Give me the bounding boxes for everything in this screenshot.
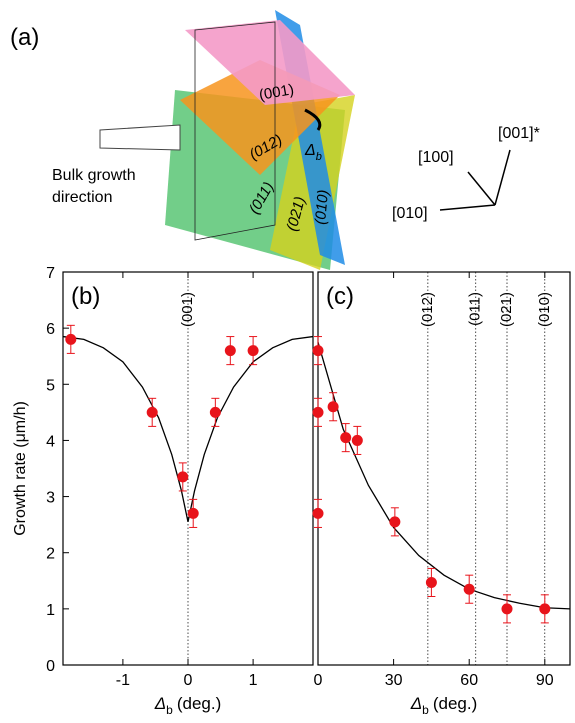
data-point bbox=[426, 577, 437, 588]
y-tick-label: 7 bbox=[46, 265, 55, 282]
fit-curve bbox=[318, 342, 570, 609]
y-tick-label: 0 bbox=[46, 658, 55, 675]
x-tick-label: 90 bbox=[536, 672, 554, 689]
plane-label: (010) bbox=[312, 189, 332, 225]
y-tick-label: 3 bbox=[46, 490, 55, 507]
y-tick-label: 1 bbox=[46, 602, 55, 619]
data-point bbox=[352, 435, 363, 446]
marker-label: (021) bbox=[498, 292, 515, 327]
marker-label: (012) bbox=[419, 292, 436, 327]
marker-label: (010) bbox=[536, 292, 553, 327]
axis-label: [001]* bbox=[498, 125, 540, 142]
diagram: (a) (001) (012) (011) (021) (010) Δb Bul… bbox=[10, 10, 540, 270]
marker-label: (011) bbox=[467, 292, 484, 326]
panel-label: (a) bbox=[10, 24, 39, 51]
data-point bbox=[340, 432, 351, 443]
panel-label: (c) bbox=[326, 283, 354, 310]
x-label-unit: (deg.) bbox=[177, 694, 221, 713]
data-point bbox=[313, 407, 324, 418]
x-tick-label: 60 bbox=[460, 672, 478, 689]
y-tick-label: 4 bbox=[46, 433, 55, 450]
x-label-sub: b bbox=[422, 703, 429, 717]
data-point bbox=[313, 345, 324, 356]
arrow-label: direction bbox=[52, 189, 112, 206]
marker-label: (001) bbox=[179, 292, 196, 327]
angle-symbol: Δ bbox=[304, 142, 316, 159]
axis-label: [010] bbox=[392, 205, 428, 222]
data-point bbox=[147, 407, 158, 418]
data-point bbox=[188, 508, 199, 519]
x-label-symbol: Δ bbox=[154, 694, 166, 713]
x-label-symbol: Δ bbox=[410, 694, 422, 713]
x-tick-label: 1 bbox=[249, 672, 258, 689]
axis-label: [100] bbox=[418, 149, 454, 166]
x-tick-label: 0 bbox=[184, 672, 193, 689]
data-point bbox=[389, 516, 400, 527]
data-point bbox=[313, 508, 324, 519]
x-label-sub: b bbox=[166, 703, 173, 717]
data-point bbox=[225, 345, 236, 356]
data-point bbox=[502, 603, 513, 614]
y-axis-label: Growth rate (μm/h) bbox=[12, 401, 29, 536]
y-tick-label: 6 bbox=[46, 321, 55, 338]
x-axis-label: Δb (deg.) bbox=[154, 694, 222, 717]
data-point bbox=[464, 584, 475, 595]
y-tick-label: 2 bbox=[46, 546, 55, 563]
x-tick-label: 0 bbox=[314, 672, 323, 689]
data-point bbox=[65, 334, 76, 345]
data-point bbox=[328, 401, 339, 412]
arrow-label: Bulk growth bbox=[52, 167, 136, 184]
angle-sub: b bbox=[316, 151, 322, 163]
x-tick-label: 30 bbox=[385, 672, 403, 689]
data-point bbox=[210, 407, 221, 418]
x-tick-label: -1 bbox=[116, 672, 130, 689]
data-point bbox=[177, 471, 188, 482]
panel-label: (b) bbox=[71, 283, 100, 310]
y-tick-label: 5 bbox=[46, 377, 55, 394]
x-label-unit: (deg.) bbox=[433, 694, 477, 713]
data-point bbox=[248, 345, 259, 356]
figure: (a) (001) (012) (011) (021) (010) Δb Bul… bbox=[0, 0, 575, 718]
data-point bbox=[539, 603, 550, 614]
x-axis-label: Δb (deg.) bbox=[410, 694, 478, 717]
arrow bbox=[100, 125, 180, 150]
